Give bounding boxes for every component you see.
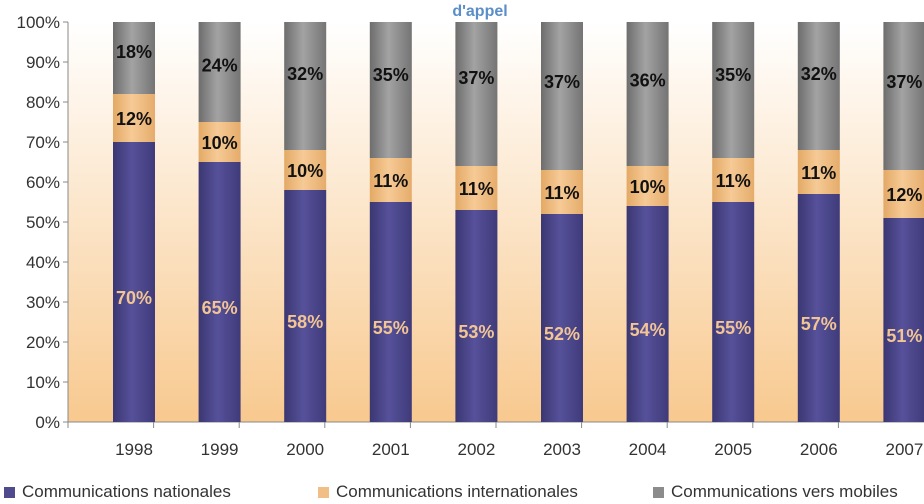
bar-segment-international [626, 166, 669, 206]
bar-segment-national [369, 202, 412, 422]
data-label-mobile: 35% [373, 65, 409, 85]
bar-segment-national [198, 162, 241, 422]
bar-segment-international [284, 150, 327, 190]
y-tick-label: 100% [17, 13, 60, 32]
data-label-national: 53% [458, 322, 494, 342]
bars [113, 22, 924, 422]
y-tick-label: 60% [26, 173, 60, 192]
bar-segment-mobile [113, 22, 155, 94]
legend-swatch-international [318, 486, 329, 498]
bar-segment-international [541, 170, 583, 214]
data-label-mobile: 36% [630, 71, 666, 91]
legend-label-international: Communications internationales [336, 482, 578, 501]
data-label-international: 11% [459, 179, 494, 199]
bar-segment-national [113, 142, 155, 422]
data-label-international: 11% [801, 163, 836, 183]
y-tick-label: 70% [26, 133, 60, 152]
bar-segment-international [198, 122, 241, 162]
y-tick-label: 40% [26, 253, 60, 272]
bar-segment-international [883, 170, 924, 218]
data-label-national: 58% [287, 312, 323, 332]
x-axis: 1998 1999 2000 2001 2002 2003 2004 2005 2006 2007 [67, 421, 924, 459]
bar-segment-mobile [883, 22, 924, 170]
data-label-international: 12% [116, 109, 152, 129]
bar-segment-national [797, 194, 840, 422]
y-tick-label: 80% [26, 93, 60, 112]
data-label-international: 11% [544, 183, 579, 203]
legend-swatch-mobile [653, 486, 664, 498]
data-label-mobile: 24% [202, 55, 238, 75]
data-label-national: 54% [630, 320, 666, 340]
legend-label-national: Communications nationales [22, 482, 231, 501]
x-tick-label: 2004 [629, 440, 667, 459]
bar-segment-mobile [369, 22, 412, 158]
data-label-national: 65% [202, 298, 238, 318]
data-label-international: 10% [202, 133, 238, 153]
data-label-mobile: 18% [116, 42, 152, 62]
x-tick-label: 1999 [201, 440, 239, 459]
bar-segment-national [626, 206, 669, 422]
x-tick-label: 2005 [714, 440, 752, 459]
bar-segment-international [712, 158, 755, 202]
legend-label-mobile: Communications vers mobiles [671, 482, 898, 501]
data-label-national: 55% [715, 318, 751, 338]
legend-swatch-national [4, 486, 15, 498]
data-label-mobile: 37% [886, 72, 922, 92]
y-tick-label: 90% [26, 53, 60, 72]
data-label-national: 55% [373, 318, 409, 338]
bar-segment-international [797, 150, 840, 194]
bar-segment-national [455, 210, 498, 422]
bar-segment-mobile [541, 22, 583, 170]
bar-segment-national [712, 202, 755, 422]
x-tick-label: 2006 [800, 440, 838, 459]
x-tick-label: 1998 [115, 440, 153, 459]
data-label-national: 51% [886, 326, 922, 346]
bar-segment-national [284, 190, 327, 422]
data-label-international: 10% [287, 161, 323, 181]
data-label-national: 57% [801, 314, 837, 334]
chart-title: d'appel [452, 3, 507, 20]
y-tick-label: 0% [35, 413, 60, 432]
bar-segment-international [455, 166, 498, 210]
legend-item-national: Communications nationales [4, 482, 231, 502]
bar-segment-international [369, 158, 412, 202]
data-label-international: 11% [716, 171, 751, 191]
data-label-international: 11% [373, 171, 408, 191]
data-label-national: 52% [544, 324, 580, 344]
data-label-international: 10% [630, 177, 666, 197]
bar-segment-mobile [797, 22, 840, 150]
data-label-international: 12% [886, 185, 922, 205]
x-tick-label: 2001 [372, 440, 410, 459]
bar-segment-mobile [284, 22, 327, 150]
x-tick-label: 2003 [543, 440, 581, 459]
bar-segment-international [113, 94, 155, 142]
x-tick-label: 2007 [885, 440, 923, 459]
y-tick-label: 50% [26, 213, 60, 232]
y-axis: 0% 10% 20% 30% 40% 50% 60% 70% 80% 90% 100% [17, 13, 69, 432]
y-tick-label: 20% [26, 333, 60, 352]
legend: Communications nationales Communications… [0, 478, 924, 504]
bar-segment-mobile [626, 22, 669, 166]
data-label-mobile: 37% [544, 72, 580, 92]
data-label-mobile: 35% [715, 65, 751, 85]
x-tick-label: 2002 [457, 440, 495, 459]
bar-segment-mobile [198, 22, 241, 122]
x-tick-label: 2000 [286, 440, 324, 459]
bar-segment-mobile [455, 22, 498, 166]
bar-segment-national [541, 214, 583, 422]
data-label-national: 70% [116, 288, 152, 308]
data-label-mobile: 37% [458, 68, 494, 88]
bar-labels: 70% 12% 18% 65% 10% 24% 58% 10% 32% 55% 11% 35% 53% 1… [116, 42, 922, 346]
y-tick-label: 30% [26, 293, 60, 312]
stacked-bar-chart: d'appel 0% 10% 20% 30% 40% 50% 60% 70% 80% 90% 100… [17, 3, 924, 459]
bar-segment-mobile [712, 22, 755, 158]
legend-item-mobile: Communications vers mobiles [653, 482, 898, 502]
data-label-mobile: 32% [801, 64, 837, 84]
data-label-mobile: 32% [287, 64, 323, 84]
y-tick-label: 10% [26, 373, 60, 392]
legend-item-international: Communications internationales [318, 482, 578, 502]
bar-segment-national [883, 218, 924, 422]
